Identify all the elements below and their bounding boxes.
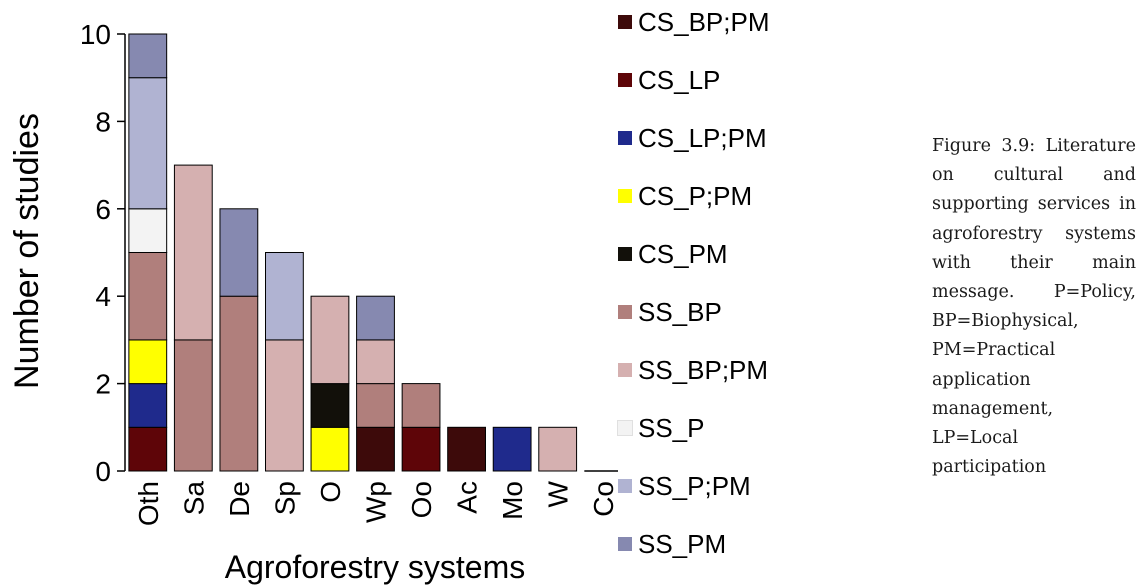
y-tick-label: 4 [95,281,111,312]
x-tick-label: Wp [361,481,392,523]
legend-swatch [618,15,632,29]
stacked-bar-chart: Oth Sa De Sp O Wp Oo Ac Mo W Co 0 2 4 6 8 10 Number of s… [8,19,618,585]
x-tick-label: W [543,480,574,507]
bar-segment-o-6 [310,295,350,385]
x-tick-label: Co [588,481,618,517]
x-tick-label: Mo [497,481,528,520]
bar-segment-ac-0 [447,426,486,472]
bar-segment-oth-9 [128,33,168,79]
x-tick-label: Oo [406,481,437,518]
bar-segment-oo-5 [401,383,441,428]
bar-segment-wp-9 [356,295,395,341]
legend-swatch [618,537,632,551]
bar-segment-sa-5 [173,339,213,472]
legend-swatch [618,363,632,377]
legend-label: CS_PM [638,238,728,269]
legend-item: CS_BP;PM [618,2,770,42]
bar-segment-oth-1 [128,426,168,472]
figure-caption: Figure 3.9: Literature on cultural and s… [932,136,1136,478]
legend-item: CS_LP [618,60,720,100]
legend-label: SS_PM [638,528,727,559]
legend-label: CS_BP;PM [638,6,770,37]
bar-segment-wp-6 [356,339,395,385]
legend-label: CS_P;PM [638,180,753,211]
y-tick-label: 0 [95,456,111,487]
y-tick-label: 6 [95,194,111,225]
legend-swatch [618,247,632,261]
legend-item: SS_PM [618,524,726,564]
y-tick-label: 8 [95,106,111,137]
y-tick-label: 10 [80,19,111,50]
x-tick-label: De [224,481,255,517]
bar-segment-sp-6 [265,339,304,472]
legend-item: SS_BP [618,292,722,332]
bar-segment-sp-8 [265,252,304,341]
legend-swatch [618,479,632,493]
x-tick-label: Oth [133,481,164,526]
y-axis-label: Number of studies [8,113,46,389]
legend-label: CS_LP [638,64,721,95]
bar-segment-w-6 [538,426,578,472]
bars-layer [128,33,618,472]
x-axis-label: Agroforestry systems [225,549,526,585]
legend-swatch [618,189,632,203]
legend-label: SS_P [638,412,705,443]
legend-label: SS_BP;PM [638,354,769,385]
x-tick-label: O [315,481,346,503]
legend-label: CS_LP;PM [638,122,767,153]
bar-segment-sa-6 [173,164,213,341]
bar-segment-oth-5 [128,252,168,341]
bar-segment-de-9 [219,208,259,297]
bar-segment-de-5 [219,295,259,472]
legend-item: SS_BP;PM [618,350,768,390]
legend-swatch [618,131,632,145]
legend-label: SS_BP [638,296,722,327]
axes-layer: Oth Sa De Sp O Wp Oo Ac Mo W Co 0 2 4 6 8 10 [80,19,618,526]
legend-item: CS_PM [618,234,728,274]
bar-segment-wp-5 [356,383,395,428]
x-tick-label: Sp [269,481,300,515]
bar-segment-o-3 [310,426,350,472]
y-tick-label: 2 [95,369,111,400]
bar-segment-oth-2 [128,383,168,428]
bar-segment-oth-3 [128,339,168,385]
legend-swatch [617,420,633,436]
x-tick-label: Sa [178,481,209,516]
legend: CS_BP;PM CS_LP CS_LP;PM CS_P;PM CS_PM SS_BP SS… [617,0,908,585]
bar-segment-wp-0 [356,426,395,472]
legend-item: SS_P [617,408,705,448]
legend-item: CS_P;PM [618,176,752,216]
x-tick-label: Ac [452,481,483,514]
legend-swatch [618,305,632,319]
legend-label: SS_P;PM [638,470,751,501]
bar-segment-mo-2 [492,426,532,472]
bar-segment-o-4 [310,383,350,428]
legend-swatch [618,73,632,87]
bar-segment-oo-1 [401,426,441,472]
bar-segment-oth-8 [128,77,168,210]
bar-segment-oth-7 [128,208,168,254]
legend-item: CS_LP;PM [618,118,767,158]
legend-item: SS_P;PM [618,466,751,506]
